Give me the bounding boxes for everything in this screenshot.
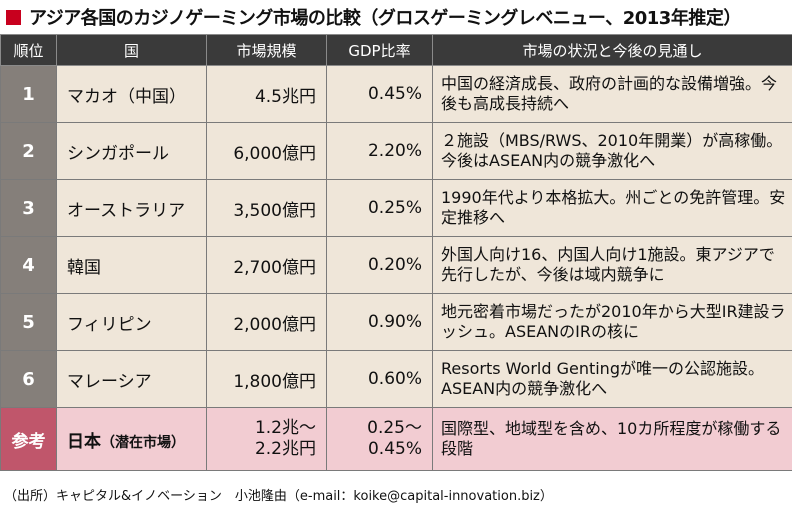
reference-row: 参考 日本（潜在市場） 1.2兆～ 2.2兆円 0.25～ 0.45% 国際型、地域… xyxy=(0,407,792,471)
comparison-table: 順位 国 市場規模 GDP比率 市場の状況と今後の見通し 1 マカオ（中国） 4… xyxy=(0,34,792,471)
country-cell: マレーシア xyxy=(56,350,207,408)
market-cell: 6,000億円 xyxy=(206,122,327,180)
country-cell: 韓国 xyxy=(56,236,207,294)
rank-cell: 1 xyxy=(0,65,57,123)
country-cell: オーストラリア xyxy=(56,179,207,237)
gdp-cell: 0.90% xyxy=(326,293,433,351)
rank-cell: 3 xyxy=(0,179,57,237)
title-bar: アジア各国のカジノゲーミング市場の比較（グロスゲーミングレベニュー、2013年推… xyxy=(0,0,792,34)
note-cell: 1990年代より本格拡大。州ごとの免許管理。安定推移へ xyxy=(432,179,792,237)
gdp-cell: 0.45% xyxy=(326,65,433,123)
header-market: 市場規模 xyxy=(206,34,327,66)
country-cell: フィリピン xyxy=(56,293,207,351)
gdp-cell: 0.60% xyxy=(326,350,433,408)
header-rank: 順位 xyxy=(0,34,57,66)
gdp-range-start: 0.25～ xyxy=(367,418,422,438)
country-cell: マカオ（中国） xyxy=(56,65,207,123)
note-cell: 地元密着市場だったが2010年から大型IR建設ラッシュ。ASEANのIRの核に xyxy=(432,293,792,351)
rank-cell: 6 xyxy=(0,350,57,408)
market-cell: 2,000億円 xyxy=(206,293,327,351)
country-cell: 日本（潜在市場） xyxy=(56,407,207,471)
market-cell: 3,500億円 xyxy=(206,179,327,237)
note-cell: 中国の経済成長、政府の計画的な設備増強。今後も高成長持続へ xyxy=(432,65,792,123)
table-row: 6 マレーシア 1,800億円 0.60% Resorts World Gent… xyxy=(0,350,792,408)
gdp-range-end: 0.45% xyxy=(367,439,422,459)
note-cell: 国際型、地域型を含め、10カ所程度が稼働する段階 xyxy=(432,407,792,471)
gdp-cell: 0.20% xyxy=(326,236,433,294)
reference-label-cell: 参考 xyxy=(0,407,57,471)
note-cell: 外国人向け16、内国人向け1施設。東アジアで先行したが、今後は域内競争に xyxy=(432,236,792,294)
market-cell: 1,800億円 xyxy=(206,350,327,408)
reference-country: 日本 xyxy=(67,431,101,452)
note-cell: ２施設（MBS/RWS、2010年開業）が高稼働。今後はASEAN内の競争激化へ xyxy=(432,122,792,180)
note-cell: Resorts World Gentingが唯一の公認施設。ASEAN内の競争激… xyxy=(432,350,792,408)
table-row: 3 オーストラリア 3,500億円 0.25% 1990年代より本格拡大。州ごと… xyxy=(0,179,792,237)
market-cell: 1.2兆～ 2.2兆円 xyxy=(206,407,327,471)
reference-country-note: （潜在市場） xyxy=(101,434,185,451)
header-note: 市場の状況と今後の見通し xyxy=(432,34,792,66)
market-cell: 4.5兆円 xyxy=(206,65,327,123)
market-cell: 2,700億円 xyxy=(206,236,327,294)
table-row: 2 シンガポール 6,000億円 2.20% ２施設（MBS/RWS、2010年… xyxy=(0,122,792,180)
rank-cell: 2 xyxy=(0,122,57,180)
rank-cell: 4 xyxy=(0,236,57,294)
market-range-end: 2.2兆円 xyxy=(254,439,316,459)
table-row: 1 マカオ（中国） 4.5兆円 0.45% 中国の経済成長、政府の計画的な設備増… xyxy=(0,65,792,123)
page-title: アジア各国のカジノゲーミング市場の比較（グロスゲーミングレベニュー、2013年推… xyxy=(29,8,741,29)
country-cell: シンガポール xyxy=(56,122,207,180)
market-range-start: 1.2兆～ xyxy=(254,418,316,438)
header-gdp: GDP比率 xyxy=(326,34,433,66)
gdp-cell: 0.25～ 0.45% xyxy=(326,407,433,471)
gdp-cell: 0.25% xyxy=(326,179,433,237)
title-marker-icon xyxy=(6,9,21,25)
header-country: 国 xyxy=(56,34,207,66)
source-note: （出所）キャピタル&イノベーション 小池隆由（e-mail：koike@capi… xyxy=(4,489,553,504)
gdp-cell: 2.20% xyxy=(326,122,433,180)
table-row: 5 フィリピン 2,000億円 0.90% 地元密着市場だったが2010年から大… xyxy=(0,293,792,351)
table-header-row: 順位 国 市場規模 GDP比率 市場の状況と今後の見通し xyxy=(0,34,792,66)
rank-cell: 5 xyxy=(0,293,57,351)
table-row: 4 韓国 2,700億円 0.20% 外国人向け16、内国人向け1施設。東アジア… xyxy=(0,236,792,294)
